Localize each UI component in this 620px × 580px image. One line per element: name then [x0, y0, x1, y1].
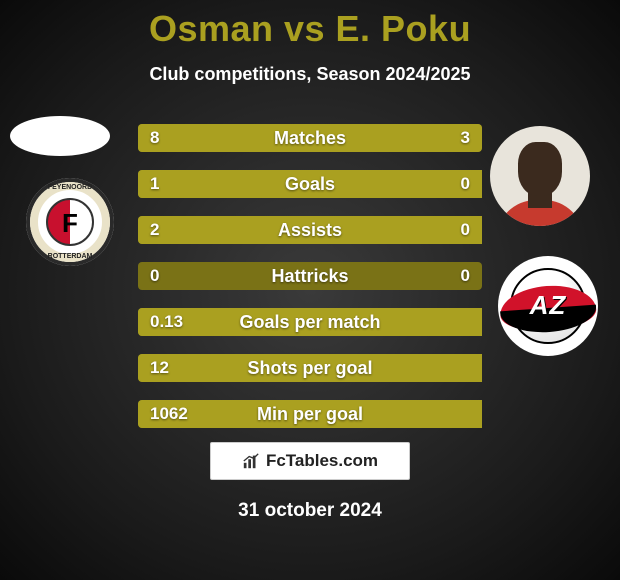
club-right-text: AZ: [498, 290, 598, 321]
club-left-top-text: FEYENOORD: [26, 184, 114, 191]
stat-label: Min per goal: [138, 400, 482, 428]
club-left-letter: F: [62, 208, 78, 239]
stat-label: Hattricks: [138, 262, 482, 290]
stat-row: 1062Min per goal: [138, 400, 482, 428]
stat-row: 00Hattricks: [138, 262, 482, 290]
stat-label: Goals per match: [138, 308, 482, 336]
club-left-bottom-text: ROTTERDAM: [26, 253, 114, 260]
footer-site-badge: FcTables.com: [210, 442, 410, 480]
stat-label: Assists: [138, 216, 482, 244]
stats-rows: 83Matches 10Goals 20Assists 00Hattricks 0.13…: [138, 124, 482, 446]
page-title: Osman vs E. Poku: [0, 0, 620, 50]
subtitle: Club competitions, Season 2024/2025: [0, 64, 620, 85]
stat-row: 12Shots per goal: [138, 354, 482, 382]
club-left-badge: F FEYENOORD ROTTERDAM: [26, 178, 114, 266]
club-right-badge: AZ: [498, 256, 598, 356]
stat-label: Goals: [138, 170, 482, 198]
date-text: 31 october 2024: [0, 500, 620, 522]
stat-row: 83Matches: [138, 124, 482, 152]
chart-icon: [242, 452, 260, 470]
stat-label: Matches: [138, 124, 482, 152]
footer-site-text: FcTables.com: [266, 451, 378, 471]
stat-row: 10Goals: [138, 170, 482, 198]
player-right-avatar: [490, 126, 590, 226]
player-left-avatar: [10, 116, 110, 156]
stat-row: 0.13Goals per match: [138, 308, 482, 336]
stat-row: 20Assists: [138, 216, 482, 244]
stat-label: Shots per goal: [138, 354, 482, 382]
